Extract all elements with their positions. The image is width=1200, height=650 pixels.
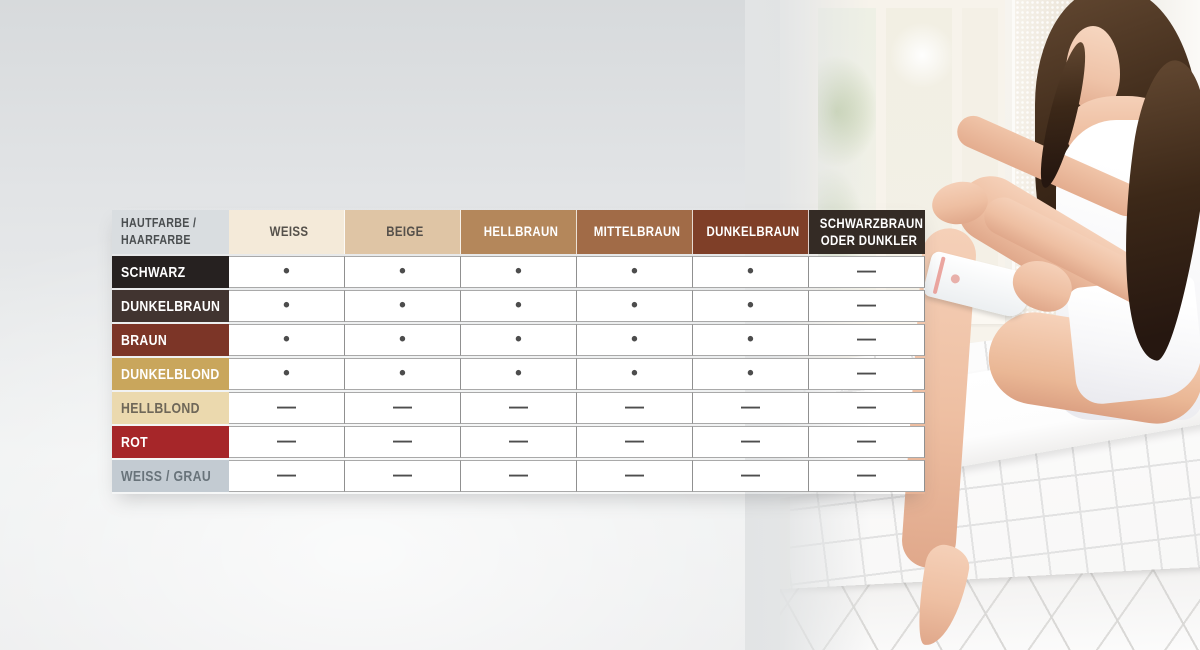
matrix-cell: — [693,392,809,424]
corner-header: HAUTFARBE / HAARFARBE [112,210,229,254]
matrix-cell: • [693,324,809,356]
matrix-cell: — [693,426,809,458]
row-label-schwarz: SCHWARZ [112,256,229,288]
corner-header-label: HAUTFARBE / HAARFARBE [121,215,197,247]
matrix-cell: • [345,358,461,390]
row-label-braun: BRAUN [112,324,229,356]
matrix-cell: — [809,426,925,458]
column-header-beige: BEIGE [345,210,461,254]
matrix-cell: • [345,324,461,356]
row-label-dunkelbraun: DUNKELBRAUN [112,290,229,322]
table-row: HELLBLOND — — — — — — [112,392,925,424]
matrix-cell: • [229,290,345,322]
matrix-cell: • [229,324,345,356]
matrix-cell: • [577,290,693,322]
matrix-cell: — [461,392,577,424]
matrix-cell: — [229,460,345,492]
matrix-cell: • [577,324,693,356]
matrix-cell: — [229,392,345,424]
matrix-cell: — [461,426,577,458]
matrix-cell: — [693,460,809,492]
matrix-cell: — [577,392,693,424]
matrix-cell: • [693,358,809,390]
column-header-mittelbraun: MITTELBRAUN [577,210,693,254]
row-label-hellblond: HELLBLOND [112,392,229,424]
column-header-dunkelbraun: DUNKELBRAUN [693,210,809,254]
matrix-cell: • [461,290,577,322]
table-row: ROT — — — — — — [112,426,925,458]
matrix-cell: • [577,256,693,288]
table-row: WEISS / GRAU — — — — — — [112,460,925,492]
matrix-cell: • [229,358,345,390]
matrix-cell: • [577,358,693,390]
row-label-dunkelblond: DUNKELBLOND [112,358,229,390]
row-label-weiss-grau: WEISS / GRAU [112,460,229,492]
matrix-cell: — [577,460,693,492]
matrix-cell: • [693,256,809,288]
matrix-cell: • [461,358,577,390]
matrix-cell: — [345,392,461,424]
table-row: BRAUN • • • • • — [112,324,925,356]
matrix-cell: — [577,426,693,458]
compatibility-table: HAUTFARBE / HAARFARBE WEISS BEIGE HELLBR… [112,208,925,494]
matrix-cell: • [345,256,461,288]
matrix-cell: • [461,256,577,288]
matrix-cell: — [229,426,345,458]
matrix-cell: — [809,392,925,424]
bathroom-photo [780,0,1200,650]
table-row: DUNKELBLOND • • • • • — [112,358,925,390]
matrix-cell: • [345,290,461,322]
table-row: DUNKELBRAUN • • • • • — [112,290,925,322]
column-header-hellbraun: HELLBRAUN [461,210,577,254]
matrix-cell: — [345,426,461,458]
column-header-weiss: WEISS [229,210,345,254]
matrix-cell: — [461,460,577,492]
matrix-cell: — [809,324,925,356]
matrix-cell: — [345,460,461,492]
matrix-cell: — [809,290,925,322]
matrix-cell: — [809,460,925,492]
row-label-rot: ROT [112,426,229,458]
matrix-cell: • [229,256,345,288]
matrix-cell: • [693,290,809,322]
column-header-schwarzbraun: SCHWARZBRAUN ODER DUNKLER [809,210,925,254]
matrix-cell: — [809,358,925,390]
header-row: HAUTFARBE / HAARFARBE WEISS BEIGE HELLBR… [112,210,925,254]
matrix-cell: • [461,324,577,356]
table-row: SCHWARZ • • • • • — [112,256,925,288]
matrix-cell: — [809,256,925,288]
